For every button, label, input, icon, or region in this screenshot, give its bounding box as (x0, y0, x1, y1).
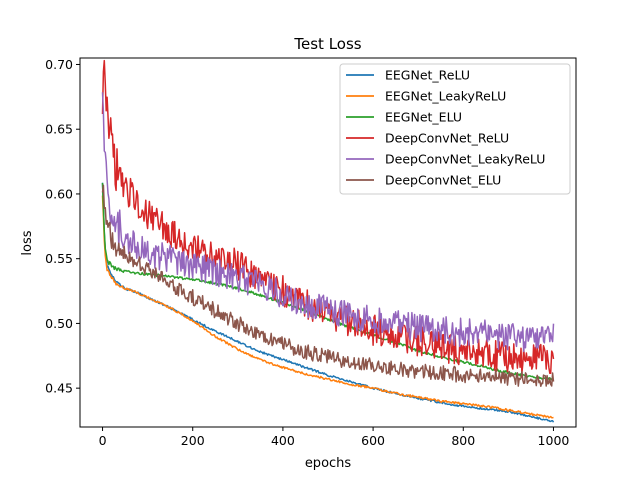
y-axis-label: loss (20, 230, 35, 255)
y-tick-label: 0.60 (45, 186, 73, 201)
x-axis: 0 200 400 600 800 1000 (99, 427, 570, 448)
legend-entry-label: EEGNet_ReLU (385, 68, 470, 83)
y-tick-label: 0.55 (45, 251, 73, 266)
y-tick-label: 0.65 (45, 122, 73, 137)
series-line-EEGNet_ELU (101, 182, 554, 381)
chart-title: Test Loss (293, 35, 361, 53)
x-tick-label: 600 (361, 433, 385, 448)
plot-frame (79, 57, 577, 428)
y-tick-label: 0.45 (45, 381, 73, 396)
x-tick-label: 1000 (538, 433, 570, 448)
legend-entry-label: DeepConvNet_ReLU (385, 131, 509, 146)
x-tick-label: 0 (99, 433, 107, 448)
y-tick-label: 0.50 (45, 316, 73, 331)
legend: EEGNet_ReLU EEGNet_LeakyReLU EEGNet_ELU Dee… (339, 63, 571, 195)
legend-entry-label: DeepConvNet_ELU (385, 173, 501, 188)
y-tick-label: 0.70 (45, 57, 73, 72)
legend-entry-label: EEGNet_ELU (385, 110, 462, 125)
series-line-DeepConvNet_ELU (101, 184, 555, 388)
legend-entry-label: DeepConvNet_LeakyReLU (385, 152, 545, 167)
series-layer (101, 59, 555, 423)
x-tick-label: 800 (451, 433, 475, 448)
series-line-DeepConvNet_LeakyReLU (101, 92, 555, 353)
x-axis-label: epochs (305, 456, 352, 471)
x-tick-label: 200 (181, 433, 205, 448)
legend-box (339, 63, 571, 195)
series-line-EEGNet_LeakyReLU (101, 195, 554, 419)
x-tick-label: 400 (271, 433, 295, 448)
y-axis: 0.45 0.50 0.55 0.60 0.65 0.70 (45, 57, 80, 396)
legend-entry-label: EEGNet_LeakyReLU (385, 89, 506, 104)
